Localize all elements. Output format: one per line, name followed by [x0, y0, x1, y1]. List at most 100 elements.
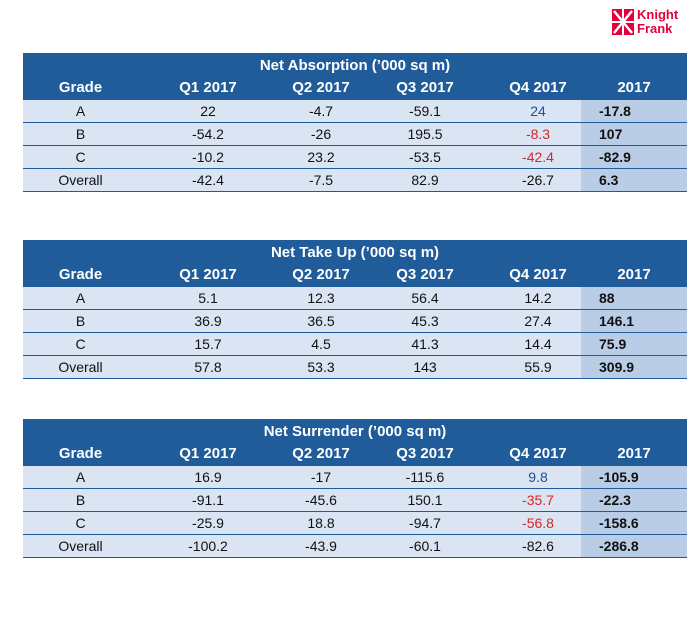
q2-cell: -7.5	[308, 172, 334, 188]
q2-cell: 4.5	[311, 336, 331, 352]
q4-cell: 24	[530, 103, 546, 119]
q2-cell: -45.6	[305, 492, 337, 508]
table-title: Net Surrender (’000 sq m)	[263, 423, 447, 440]
grade-cell: A	[75, 103, 86, 119]
table-row: A 22 -4.7 -59.1 24 -17.8	[23, 99, 687, 122]
q3-cell: 143	[413, 359, 437, 375]
table-row: B -91.1 -45.6 150.1 -35.7 -22.3	[23, 488, 687, 511]
q1-cell: -42.4	[192, 172, 224, 188]
logo-line-1: Knight	[637, 7, 679, 22]
total-cell: -22.3	[581, 489, 687, 511]
grade-cell: C	[75, 149, 86, 165]
q1-cell: -100.2	[188, 538, 228, 554]
net-take-up-table: Net Take Up (’000 sq m) Grade Q1 2017 Q2…	[23, 240, 687, 379]
column-header-q1: Q1 2017	[179, 79, 237, 96]
q3-cell: -115.6	[405, 469, 445, 485]
table-header: Net Surrender (’000 sq m) Grade Q1 2017 …	[23, 419, 687, 465]
total-cell: -158.6	[581, 512, 687, 534]
column-header-q1: Q1 2017	[179, 445, 237, 462]
q3-cell: 41.3	[411, 336, 439, 352]
q3-cell: -59.1	[409, 103, 441, 119]
q2-cell: 18.8	[307, 515, 335, 531]
net-absorption-table: Net Absorption (’000 sq m) Grade Q1 2017…	[23, 53, 687, 192]
total-cell: 88	[581, 287, 687, 309]
q3-cell: 82.9	[411, 172, 439, 188]
q1-cell: -25.9	[192, 515, 224, 531]
q1-cell: 5.1	[198, 290, 218, 306]
q1-cell: -91.1	[192, 492, 224, 508]
table-title: Net Take Up (’000 sq m)	[270, 244, 440, 261]
q2-cell: -4.7	[308, 103, 334, 119]
table-row: C 15.7 4.5 41.3 14.4 75.9	[23, 332, 687, 355]
q4-cell: 9.8	[528, 469, 548, 485]
grade-cell: A	[75, 290, 86, 306]
q1-cell: 36.9	[194, 313, 222, 329]
q4-cell: -35.7	[522, 492, 554, 508]
q2-cell: -43.9	[305, 538, 337, 554]
column-header-q3: Q3 2017	[396, 79, 454, 96]
grade-cell: A	[75, 469, 86, 485]
column-header-q1: Q1 2017	[179, 266, 237, 283]
q4-cell: 14.4	[524, 336, 552, 352]
grade-cell: C	[75, 515, 86, 531]
column-header-q4: Q4 2017	[509, 79, 567, 96]
q3-cell: -94.7	[409, 515, 441, 531]
column-header-q2: Q2 2017	[292, 266, 350, 283]
q3-cell: 195.5	[407, 126, 443, 142]
logo-text: Knight Frank	[637, 8, 678, 36]
logo-line-2: Frank	[637, 21, 673, 36]
grade-cell: B	[75, 313, 86, 329]
knight-frank-mark-icon	[612, 9, 634, 35]
total-cell: 75.9	[581, 333, 687, 355]
table-row: B 36.9 36.5 45.3 27.4 146.1	[23, 309, 687, 332]
q1-cell: 57.8	[194, 359, 222, 375]
q2-cell: 36.5	[307, 313, 335, 329]
grade-cell: C	[75, 336, 86, 352]
knight-frank-logo: Knight Frank	[612, 6, 696, 40]
column-header-q2: Q2 2017	[292, 445, 350, 462]
table-row: Overall 57.8 53.3 143 55.9 309.9	[23, 355, 687, 379]
table-header: Net Take Up (’000 sq m) Grade Q1 2017 Q2…	[23, 240, 687, 286]
q2-cell: 12.3	[307, 290, 335, 306]
grade-cell: Overall	[58, 172, 103, 188]
column-header-q4: Q4 2017	[509, 266, 567, 283]
column-header-q2: Q2 2017	[292, 79, 350, 96]
q4-cell: -8.3	[525, 126, 551, 142]
table-header: Net Absorption (’000 sq m) Grade Q1 2017…	[23, 53, 687, 99]
table-row: Overall -100.2 -43.9 -60.1 -82.6 -286.8	[23, 534, 687, 558]
table-row: B -54.2 -26 195.5 -8.3 107	[23, 122, 687, 145]
table-row: Overall -42.4 -7.5 82.9 -26.7 6.3	[23, 168, 687, 192]
total-cell: -286.8	[581, 535, 687, 557]
q3-cell: 150.1	[407, 492, 443, 508]
q1-cell: -54.2	[192, 126, 224, 142]
total-cell: 146.1	[581, 310, 687, 332]
q2-cell: 23.2	[307, 149, 335, 165]
q4-cell: -42.4	[522, 149, 554, 165]
table-row: A 16.9 -17 -115.6 9.8 -105.9	[23, 465, 687, 488]
q4-cell: -56.8	[522, 515, 554, 531]
q3-cell: 56.4	[411, 290, 439, 306]
grade-cell: Overall	[58, 359, 103, 375]
column-header-grade: Grade	[58, 79, 103, 96]
column-header-q4: Q4 2017	[509, 445, 567, 462]
table-row: A 5.1 12.3 56.4 14.2 88	[23, 286, 687, 309]
total-cell: 6.3	[581, 169, 687, 191]
q4-cell: -82.6	[522, 538, 554, 554]
q4-cell: -26.7	[522, 172, 554, 188]
total-cell: -17.8	[581, 100, 687, 122]
q1-cell: -10.2	[192, 149, 224, 165]
q3-cell: 45.3	[411, 313, 439, 329]
total-cell: -82.9	[581, 146, 687, 168]
q2-cell: -26	[310, 126, 332, 142]
q2-cell: 53.3	[307, 359, 335, 375]
column-header-q3: Q3 2017	[396, 266, 454, 283]
q4-cell: 55.9	[524, 359, 552, 375]
q1-cell: 22	[200, 103, 216, 119]
net-surrender-table: Net Surrender (’000 sq m) Grade Q1 2017 …	[23, 419, 687, 558]
table-title: Net Absorption (’000 sq m)	[259, 57, 451, 74]
table-row: C -25.9 18.8 -94.7 -56.8 -158.6	[23, 511, 687, 534]
column-header-grade: Grade	[58, 266, 103, 283]
grade-cell: B	[75, 492, 86, 508]
q2-cell: -17	[310, 469, 332, 485]
column-header-q3: Q3 2017	[396, 445, 454, 462]
